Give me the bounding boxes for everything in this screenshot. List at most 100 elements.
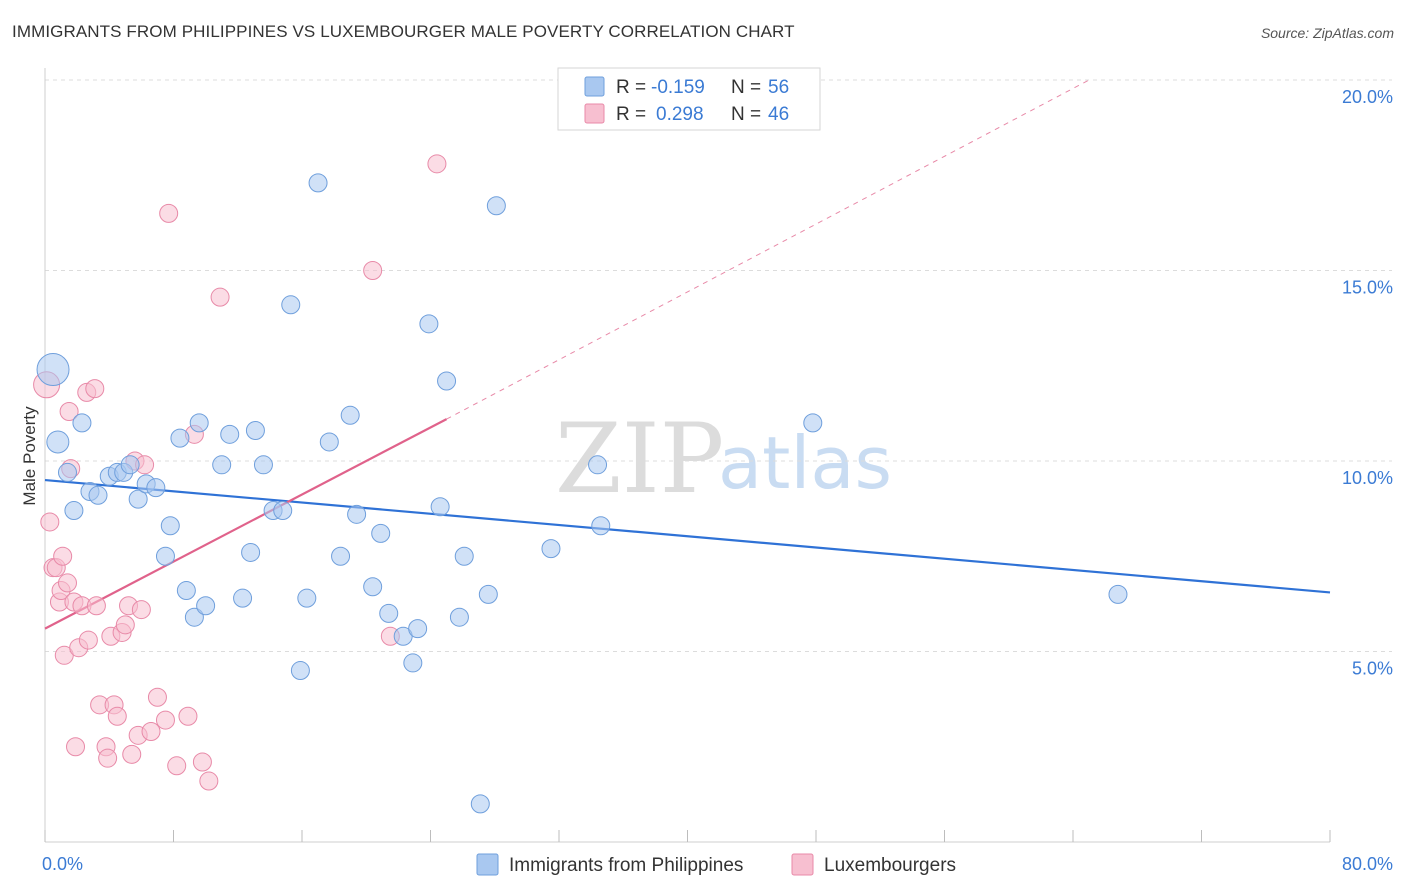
point-philippines bbox=[72, 413, 92, 433]
point-luxembourgers bbox=[363, 261, 383, 280]
y-tick-label: 5.0% bbox=[1352, 659, 1393, 679]
point-philippines bbox=[363, 577, 383, 597]
point-philippines bbox=[46, 430, 70, 454]
y-tick-label: 20.0% bbox=[1342, 87, 1393, 107]
point-philippines bbox=[189, 413, 209, 433]
legend-swatch-philippines bbox=[584, 76, 605, 97]
point-philippines bbox=[57, 462, 77, 482]
point-luxembourgers bbox=[178, 706, 198, 726]
point-philippines bbox=[308, 173, 328, 193]
y-tick-label: 10.0% bbox=[1342, 468, 1393, 488]
point-luxembourgers bbox=[53, 546, 73, 566]
point-philippines bbox=[212, 455, 232, 475]
trend-line-luxembourgers-extension bbox=[446, 79, 1090, 420]
series-legend-swatch-luxembourgers[interactable] bbox=[791, 853, 814, 876]
trend-line-philippines bbox=[44, 478, 1331, 594]
series-legend: Immigrants from Philippines Luxembourger… bbox=[476, 853, 956, 876]
point-luxembourgers bbox=[155, 710, 175, 730]
point-luxembourgers bbox=[199, 771, 219, 791]
legend-n-value-philippines: 56 bbox=[768, 77, 789, 98]
point-philippines bbox=[160, 516, 180, 536]
point-luxembourgers bbox=[57, 573, 77, 593]
point-philippines bbox=[155, 546, 175, 566]
point-philippines bbox=[184, 607, 204, 627]
series-legend-label-luxembourgers[interactable]: Luxembourgers bbox=[824, 855, 956, 876]
legend-swatch-luxembourgers bbox=[584, 103, 605, 124]
watermark-zip: ZIP bbox=[555, 403, 724, 515]
point-luxembourgers bbox=[131, 600, 151, 620]
point-luxembourgers bbox=[159, 203, 179, 223]
point-luxembourgers bbox=[167, 756, 187, 776]
point-philippines bbox=[408, 619, 428, 639]
point-luxembourgers bbox=[66, 737, 86, 757]
legend-r-label-philippines: R = bbox=[616, 77, 646, 98]
point-philippines bbox=[120, 455, 140, 475]
stats-legend: R = -0.159 N = 56 R = 0.298 N = 46 bbox=[557, 67, 821, 131]
y-tick-labels: 5.0% 10.0% 15.0% 20.0% bbox=[1342, 87, 1393, 679]
point-philippines bbox=[1108, 584, 1128, 604]
point-luxembourgers bbox=[147, 687, 167, 707]
y-tick-label: 15.0% bbox=[1342, 278, 1393, 298]
point-philippines bbox=[588, 455, 608, 475]
source-label: Source: ZipAtlas.com bbox=[1260, 25, 1394, 41]
x-tick-labels: 0.0% 80.0% bbox=[42, 854, 1393, 874]
point-philippines bbox=[128, 489, 148, 509]
point-philippines bbox=[470, 794, 490, 814]
gridlines bbox=[45, 79, 1392, 652]
point-philippines bbox=[419, 314, 439, 334]
point-luxembourgers bbox=[115, 615, 135, 635]
point-philippines bbox=[437, 371, 457, 391]
watermark: ZIP atlas bbox=[555, 403, 892, 515]
point-philippines bbox=[331, 546, 351, 566]
point-luxembourgers bbox=[122, 744, 142, 764]
point-philippines bbox=[220, 424, 240, 444]
point-philippines bbox=[403, 653, 423, 673]
point-philippines bbox=[486, 196, 506, 216]
x-tick-label: 0.0% bbox=[42, 854, 83, 874]
point-philippines bbox=[196, 596, 216, 616]
point-luxembourgers bbox=[141, 722, 161, 742]
trend-lines bbox=[44, 79, 1331, 630]
point-luxembourgers bbox=[86, 596, 106, 616]
y-axis-label: Male Poverty bbox=[20, 406, 39, 506]
point-luxembourgers bbox=[59, 401, 79, 421]
series-legend-label-philippines[interactable]: Immigrants from Philippines bbox=[509, 855, 743, 876]
point-philippines bbox=[290, 661, 310, 681]
legend-r-value-philippines: -0.159 bbox=[651, 77, 705, 98]
point-luxembourgers bbox=[98, 748, 118, 768]
point-philippines bbox=[297, 588, 317, 608]
point-philippines bbox=[36, 353, 70, 387]
trend-line-luxembourgers bbox=[44, 418, 448, 630]
point-luxembourgers bbox=[427, 154, 447, 174]
point-philippines bbox=[803, 413, 823, 433]
point-philippines bbox=[233, 588, 253, 608]
point-philippines bbox=[449, 607, 469, 627]
point-philippines bbox=[454, 546, 474, 566]
legend-n-label-luxembourgers: N = bbox=[731, 104, 761, 125]
point-philippines bbox=[170, 428, 190, 448]
point-luxembourgers bbox=[85, 379, 105, 399]
point-philippines bbox=[64, 501, 84, 521]
point-philippines bbox=[176, 581, 196, 601]
point-philippines bbox=[430, 497, 450, 517]
point-philippines bbox=[347, 504, 367, 524]
point-luxembourgers bbox=[192, 752, 212, 772]
point-philippines bbox=[146, 478, 166, 498]
watermark-atlas: atlas bbox=[718, 421, 892, 505]
legend-r-label-luxembourgers: R = bbox=[616, 104, 646, 125]
x-tick-label: 80.0% bbox=[1342, 854, 1393, 874]
point-philippines bbox=[371, 523, 391, 543]
point-philippines bbox=[478, 584, 498, 604]
axes bbox=[44, 68, 1331, 843]
point-philippines bbox=[253, 455, 273, 475]
point-luxembourgers bbox=[78, 630, 98, 650]
chart-title: IMMIGRANTS FROM PHILIPPINES VS LUXEMBOUR… bbox=[12, 22, 795, 41]
point-philippines bbox=[541, 539, 561, 559]
point-philippines bbox=[281, 295, 301, 315]
point-philippines bbox=[591, 516, 611, 536]
point-philippines bbox=[241, 542, 261, 562]
point-luxembourgers bbox=[107, 706, 127, 726]
point-philippines bbox=[245, 421, 265, 441]
series-legend-swatch-philippines[interactable] bbox=[476, 853, 499, 876]
